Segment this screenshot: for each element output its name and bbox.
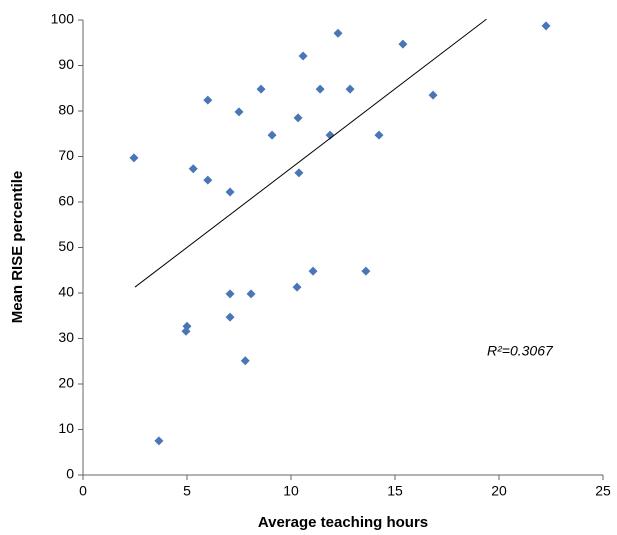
point xyxy=(374,130,384,140)
point xyxy=(308,266,318,276)
point xyxy=(398,39,408,49)
annotation: R²=0.3067 xyxy=(487,343,554,359)
point xyxy=(298,51,308,61)
point xyxy=(325,130,335,140)
point xyxy=(182,321,192,331)
x-tick-label: 5 xyxy=(183,483,191,499)
y-tick-label: 50 xyxy=(58,238,74,254)
y-tick-label: 80 xyxy=(58,102,74,118)
y-tick-label: 0 xyxy=(66,466,74,482)
point xyxy=(203,95,213,105)
y-tick-label: 30 xyxy=(58,329,74,345)
x-tick-label: 20 xyxy=(491,483,507,499)
point xyxy=(225,187,235,197)
point xyxy=(188,164,198,174)
point xyxy=(333,28,343,38)
y-axis-title: Mean RISE percentile xyxy=(9,171,26,324)
x-tick-label: 0 xyxy=(79,483,87,499)
point xyxy=(129,153,139,163)
x-tick-label: 25 xyxy=(595,483,611,499)
point xyxy=(345,84,355,94)
point xyxy=(225,289,235,299)
y-tick-label: 10 xyxy=(58,420,74,436)
y-tick-label: 40 xyxy=(58,284,74,300)
y-tick-label: 60 xyxy=(58,193,74,209)
point xyxy=(267,130,277,140)
x-axis-title: Average teaching hours xyxy=(258,514,428,531)
y-tick-label: 90 xyxy=(58,56,74,72)
y-tick-label: 70 xyxy=(58,147,74,163)
x-tick-label: 10 xyxy=(283,483,299,499)
point xyxy=(428,90,438,100)
point xyxy=(240,356,250,366)
point xyxy=(293,113,303,123)
point xyxy=(315,84,325,94)
point xyxy=(541,21,551,31)
point xyxy=(203,175,213,185)
point xyxy=(294,168,304,178)
point xyxy=(225,312,235,322)
y-tick-label: 20 xyxy=(58,375,74,391)
trendline xyxy=(134,18,487,288)
y-tick-label: 100 xyxy=(51,11,75,27)
x-tick-label: 15 xyxy=(387,483,403,499)
point xyxy=(154,436,164,446)
point xyxy=(292,282,302,292)
point xyxy=(246,289,256,299)
point xyxy=(361,266,371,276)
point xyxy=(234,107,244,117)
point xyxy=(256,84,266,94)
